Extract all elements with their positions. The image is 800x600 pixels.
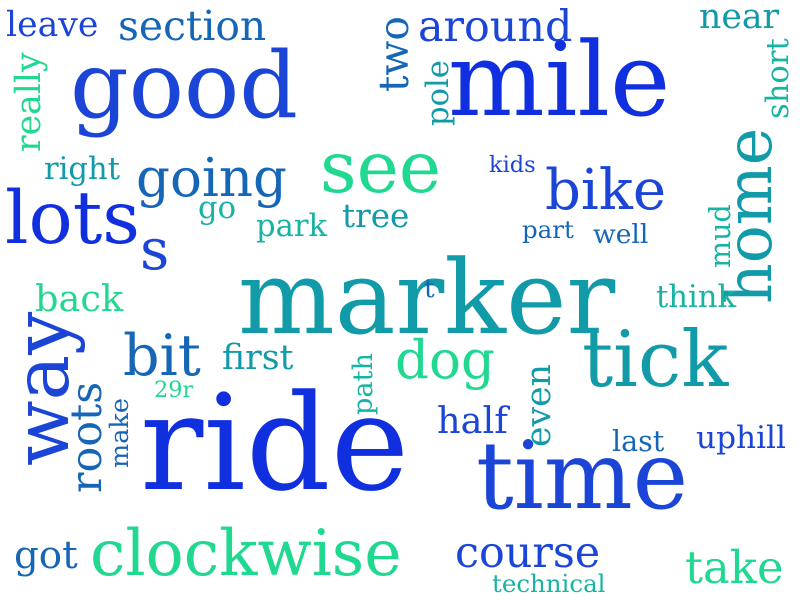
word-path: path bbox=[348, 353, 379, 415]
word-think: think bbox=[656, 280, 737, 315]
word-go: go bbox=[198, 191, 237, 226]
word-dog: dog bbox=[395, 329, 495, 391]
word-lots: lots bbox=[5, 176, 140, 261]
word-time: time bbox=[476, 422, 689, 531]
word-tree: tree bbox=[342, 197, 410, 235]
word-leave: leave bbox=[6, 5, 99, 45]
word-course: course bbox=[455, 528, 601, 578]
word-mile: mile bbox=[448, 21, 671, 140]
word-clockwise: clockwise bbox=[90, 516, 402, 590]
word-bit: bit bbox=[123, 323, 201, 389]
word-near: near bbox=[699, 0, 780, 37]
word-t: t bbox=[424, 273, 435, 304]
word-two: two bbox=[370, 16, 418, 92]
word-well: well bbox=[593, 219, 649, 250]
word-take: take bbox=[685, 541, 784, 594]
word-right: right bbox=[44, 152, 120, 187]
word-technical: technical bbox=[492, 569, 606, 598]
word-good: good bbox=[70, 32, 299, 139]
word-around: around bbox=[418, 2, 573, 52]
word-29r: 29r bbox=[154, 377, 194, 403]
word-uphill: uphill bbox=[696, 420, 786, 456]
word-ride: ride bbox=[140, 367, 410, 521]
word-short: short bbox=[761, 38, 796, 119]
word-going: going bbox=[136, 147, 287, 209]
word-first: first bbox=[222, 338, 294, 378]
word-marker: marker bbox=[238, 239, 616, 358]
word-back: back bbox=[35, 277, 124, 320]
word-tick: tick bbox=[582, 315, 729, 405]
word-roots: roots bbox=[62, 382, 112, 494]
word-section: section bbox=[118, 2, 267, 50]
word-part: part bbox=[522, 215, 574, 244]
word-mud: mud bbox=[703, 204, 737, 268]
word-kids: kids bbox=[489, 152, 536, 178]
word-park: park bbox=[256, 209, 327, 244]
word-s: s bbox=[140, 217, 170, 283]
word-see: see bbox=[320, 126, 442, 209]
word-really: really bbox=[9, 52, 49, 152]
word-last: last bbox=[612, 424, 665, 458]
word-got: got bbox=[14, 533, 78, 578]
word-half: half bbox=[437, 399, 508, 442]
word-bike: bike bbox=[545, 158, 667, 223]
word-pole: pole bbox=[421, 60, 456, 126]
word-make: make bbox=[105, 398, 135, 468]
word-even: even bbox=[519, 364, 559, 447]
